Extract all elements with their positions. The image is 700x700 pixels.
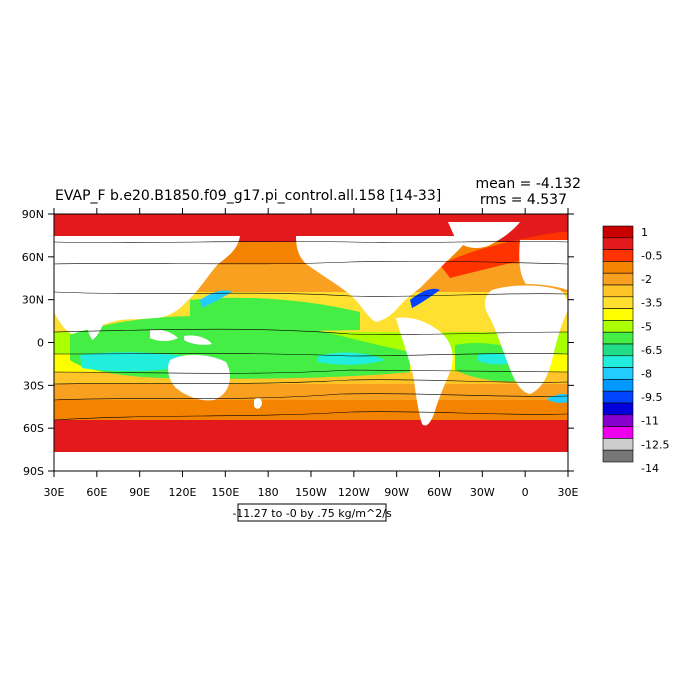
colorbar-label: -14: [641, 462, 659, 475]
colorbar-swatch: [602, 331, 634, 345]
x-tick-label: 30W: [470, 486, 495, 499]
colorbar-swatch: [602, 225, 634, 239]
colorbar-label: -9.5: [641, 391, 662, 404]
land-north-america: [296, 236, 470, 322]
chart-title: EVAP_F b.e20.B1850.f09_g17.pi_control.al…: [55, 188, 441, 204]
x-tick-label: 30E: [44, 486, 65, 499]
colorbar-label: -0.5: [641, 250, 662, 263]
colorbar-swatch: [602, 261, 634, 274]
map-plot: [54, 214, 568, 471]
x-tick-label: 120E: [169, 486, 197, 499]
y-tick-label: 90S: [23, 465, 44, 478]
colorbar-swatch: [602, 272, 634, 286]
colorbar-swatch: [602, 367, 634, 380]
x-tick-label: 180: [258, 486, 279, 499]
colorbar-swatch: [602, 249, 634, 262]
colorbar-swatch: [602, 343, 634, 357]
colorbar-swatch: [602, 390, 634, 404]
x-tick-label: 90W: [384, 486, 409, 499]
contour-line: [54, 369, 568, 374]
colorbar-label: -5: [641, 320, 652, 333]
colorbar-swatch: [602, 237, 634, 250]
ocean-band-south-mid: [54, 382, 568, 400]
land-asia: [54, 236, 240, 334]
colorbar-label: -12.5: [641, 438, 669, 451]
colorbar-label: -6.5: [641, 344, 662, 357]
land-africa: [54, 270, 568, 394]
colorbar-swatch: [602, 355, 634, 368]
contour-info-frame: [237, 503, 387, 522]
contour-info-label: -11.27 to -0 by .75 kg/m^2/s: [232, 507, 392, 520]
rms-label: rms = 4.537: [480, 192, 567, 208]
ocean-gulf-stream: [410, 288, 440, 308]
colorbar-label: 1: [641, 226, 648, 239]
ocean-band-antarctic: [54, 415, 568, 455]
land-masses: [54, 222, 568, 471]
contour-line: [54, 411, 568, 421]
x-axis: 30E 60E 90E 120E 150E 180 150W 120W 90W 60W 30W 0 30…: [44, 208, 579, 499]
y-tick-label: 30S: [23, 379, 44, 392]
x-tick-label: 90E: [129, 486, 150, 499]
contour-line: [54, 241, 568, 243]
contour-line: [54, 328, 568, 335]
x-tick-label: 60W: [427, 486, 452, 499]
contour-line: [54, 260, 568, 265]
colorbar-swatch: [602, 402, 634, 416]
x-tick-label: 60E: [86, 486, 107, 499]
colorbar-swatch: [602, 308, 634, 321]
colorbar-label: -3.5: [641, 297, 662, 310]
contour-line: [54, 353, 568, 357]
x-tick-label: 30E: [558, 486, 579, 499]
y-tick-label: 0: [37, 337, 44, 350]
colorbar-swatch: [602, 379, 634, 392]
colorbar-swatch: [602, 296, 634, 309]
mean-label: mean = -4.132: [476, 176, 581, 192]
colorbar-swatch: [602, 449, 634, 463]
land-europe: [519, 240, 568, 290]
x-tick-label: 120W: [338, 486, 370, 499]
y-tick-label: 60S: [23, 422, 44, 435]
y-tick-label: 90N: [22, 208, 44, 221]
land-australia: [168, 354, 230, 401]
ocean-band-southern: [54, 398, 568, 420]
colorbar-swatch: [602, 438, 634, 451]
contour-info-box: -11.27 to -0 by .75 kg/m^2/s: [232, 503, 392, 522]
x-tick-label: 150E: [211, 486, 239, 499]
colorbar-swatch: [602, 414, 634, 427]
ocean-north-pacific-green: [190, 297, 360, 331]
x-tick-label: 0: [522, 486, 529, 499]
y-axis: 90N 60N 30N 0 30S 60S 90S: [22, 208, 574, 478]
contour-line: [54, 379, 568, 385]
land-india: [84, 310, 104, 340]
colorbar-swatch: [602, 284, 634, 298]
colorbar-label: -11: [641, 415, 659, 428]
colorbar-label: -8: [641, 368, 652, 381]
colorbar: 1 -0.5 -2 -3.5 -5 -6.5 -8 -9.5 -11 -12.5 -14: [602, 225, 669, 475]
colorbar-label: -2: [641, 273, 652, 286]
land-maritime: [150, 329, 212, 345]
colorbar-swatch: [602, 426, 634, 439]
contour-line: [54, 393, 568, 401]
land-south-america: [396, 317, 453, 426]
ocean-kuroshio: [200, 290, 232, 308]
land-new-zealand: [254, 397, 262, 409]
land-greenland: [448, 222, 520, 248]
land-antarctica: [54, 452, 568, 471]
contour-lines: [54, 241, 568, 421]
y-tick-label: 60N: [22, 251, 44, 264]
y-tick-label: 30N: [22, 294, 44, 307]
contour-line: [54, 291, 568, 297]
colorbar-swatch: [602, 320, 634, 333]
x-tick-label: 150W: [295, 486, 327, 499]
